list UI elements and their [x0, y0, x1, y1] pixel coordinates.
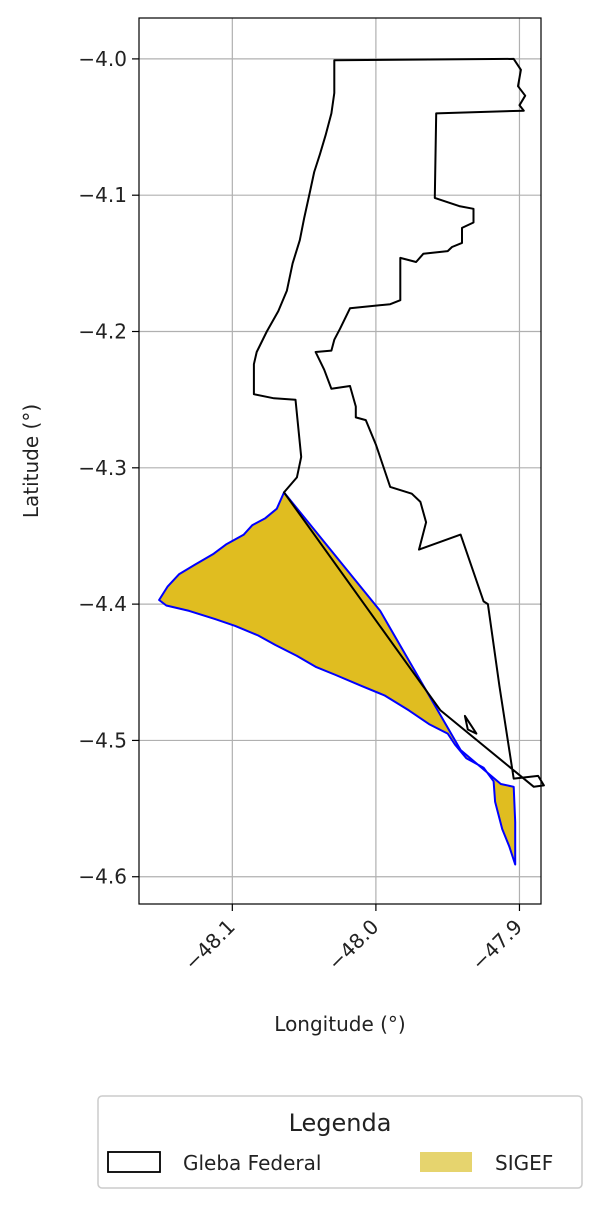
legend-title: Legenda: [289, 1109, 392, 1137]
y-tick-label-1: −4.1: [78, 183, 127, 207]
y-tick-label-2: −4.2: [78, 320, 127, 344]
layer-gleba-federal-2: [463, 714, 478, 735]
y-axis-ticks: −4.0 −4.1 −4.2 −4.3 −4.4 −4.5 −4.6: [78, 47, 139, 889]
legend-label-sigef: SIGEF: [495, 1151, 553, 1175]
layer-sigef-0: [158, 491, 517, 866]
axes-frame: [138, 17, 542, 905]
map-layers: [158, 57, 545, 866]
y-tick-label-6: −4.6: [78, 865, 127, 889]
y-tick-label-0: −4.0: [78, 47, 127, 71]
legend-label-gleba-federal: Gleba Federal: [183, 1151, 321, 1175]
legend-swatch-gleba-federal: [107, 1151, 161, 1173]
layer-gleba-federal-1: [252, 57, 545, 788]
y-tick-label-3: −4.3: [78, 456, 127, 480]
y-tick-label-5: −4.5: [78, 728, 127, 752]
legend: Legenda Gleba Federal SIGEF: [97, 1095, 583, 1189]
legend-swatch-sigef: [420, 1152, 472, 1172]
x-axis-label: Longitude (°): [274, 1012, 405, 1036]
y-tick-label-4: −4.4: [78, 592, 127, 616]
y-axis-label: Latitude (°): [19, 404, 43, 518]
